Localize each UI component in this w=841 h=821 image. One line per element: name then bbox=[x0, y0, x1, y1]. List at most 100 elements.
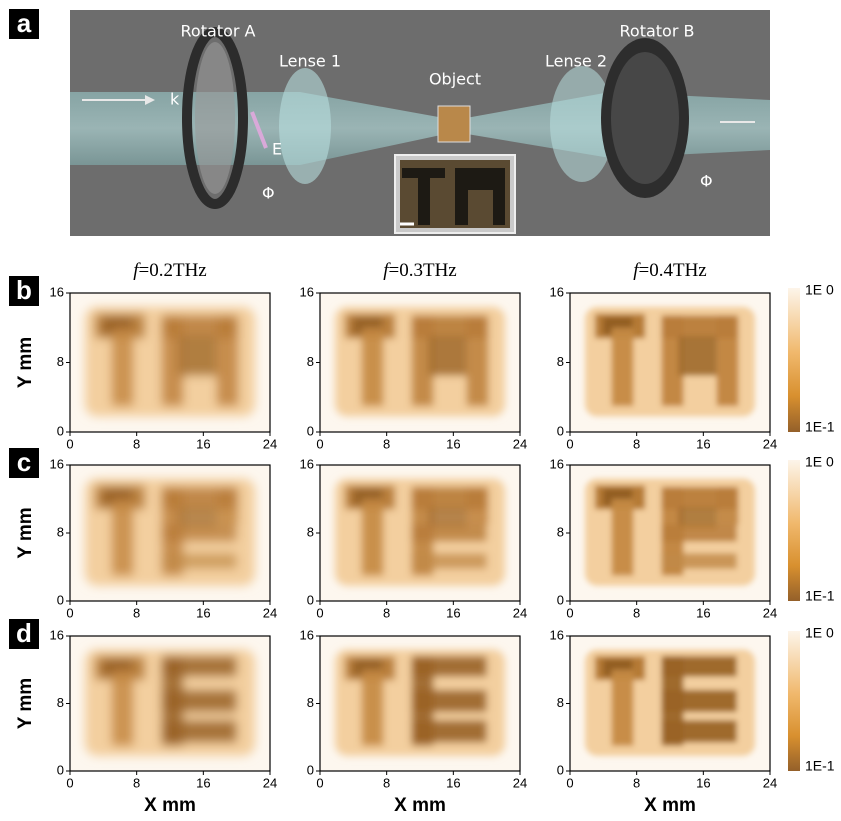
row-label: c bbox=[17, 447, 31, 477]
x-tick-label: 16 bbox=[696, 436, 710, 451]
heatmap bbox=[570, 636, 770, 771]
x-tick-label: 24 bbox=[763, 775, 777, 790]
heatmap bbox=[570, 293, 770, 432]
heatmap-feature bbox=[162, 525, 237, 542]
y-tick-label: 16 bbox=[550, 456, 564, 471]
x-tick-label: 8 bbox=[383, 775, 390, 790]
x-axis-label: X mm bbox=[144, 795, 196, 816]
x-tick-label: 0 bbox=[566, 775, 573, 790]
y-tick-label: 8 bbox=[557, 695, 564, 710]
heatmap-feature bbox=[362, 670, 384, 746]
y-axis-label: Y mm bbox=[15, 507, 36, 558]
y-tick-label: 8 bbox=[307, 524, 314, 539]
heatmap-feature bbox=[412, 690, 487, 712]
x-tick-label: 0 bbox=[316, 775, 323, 790]
object bbox=[438, 106, 470, 142]
x-tick-label: 16 bbox=[446, 605, 460, 620]
heatmap-image bbox=[585, 307, 755, 416]
heatmap-feature bbox=[662, 525, 737, 542]
frequency-value: =0.3THz bbox=[389, 260, 457, 281]
x-tick-label: 8 bbox=[133, 605, 140, 620]
x-tick-label: 24 bbox=[263, 775, 277, 790]
y-tick-label: 16 bbox=[50, 284, 64, 299]
lens-2-label: Lense 2 bbox=[545, 52, 607, 71]
column-title: f=0.2THz bbox=[133, 260, 207, 281]
y-tick-label: 16 bbox=[550, 627, 564, 642]
panel-label: a bbox=[17, 8, 32, 38]
x-tick-label: 0 bbox=[66, 436, 73, 451]
x-tick-label: 24 bbox=[513, 436, 527, 451]
x-tick-label: 24 bbox=[763, 605, 777, 620]
column-title: f=0.3THz bbox=[383, 260, 457, 281]
x-tick-label: 24 bbox=[263, 436, 277, 451]
y-tick-label: 8 bbox=[57, 695, 64, 710]
schematic: Rotator A Lense 1 Object Lense 2 Rotator… bbox=[70, 10, 770, 236]
heatmap-feature bbox=[178, 336, 216, 375]
heatmap-image bbox=[85, 307, 255, 416]
y-axis-label: Y mm bbox=[15, 678, 36, 729]
heatmap bbox=[320, 293, 520, 432]
heatmap bbox=[70, 636, 270, 771]
y-tick-label: 16 bbox=[300, 456, 314, 471]
y-tick-label: 0 bbox=[307, 762, 314, 777]
k-label: k bbox=[170, 90, 180, 109]
rotator-b-grating bbox=[611, 52, 679, 184]
x-tick-label: 0 bbox=[566, 436, 573, 451]
y-tick-label: 16 bbox=[50, 456, 64, 471]
y-tick-label: 0 bbox=[307, 592, 314, 607]
y-tick-label: 16 bbox=[50, 627, 64, 642]
x-tick-label: 24 bbox=[263, 605, 277, 620]
e-label: E bbox=[272, 140, 282, 159]
heatmap-feature bbox=[412, 316, 487, 339]
colorbar bbox=[788, 460, 800, 601]
figure: Rotator A Lense 1 Object Lense 2 Rotator… bbox=[0, 0, 841, 821]
rotator-a-label: Rotator A bbox=[181, 22, 256, 41]
x-tick-label: 16 bbox=[196, 775, 210, 790]
heatmap-image bbox=[585, 479, 755, 586]
heatmap-feature bbox=[662, 553, 737, 568]
x-axis-label: X mm bbox=[394, 795, 446, 816]
heatmap bbox=[570, 465, 770, 601]
heatmap-feature bbox=[112, 499, 134, 576]
heatmap-image bbox=[85, 650, 255, 756]
column-title: f=0.4THz bbox=[633, 260, 707, 281]
phi-a-label: Φ bbox=[262, 184, 275, 203]
x-tick-label: 0 bbox=[316, 436, 323, 451]
x-tick-label: 8 bbox=[133, 436, 140, 451]
y-tick-label: 8 bbox=[557, 354, 564, 369]
y-tick-label: 0 bbox=[557, 592, 564, 607]
x-tick-label: 16 bbox=[446, 436, 460, 451]
x-tick-label: 0 bbox=[316, 605, 323, 620]
heatmap-feature bbox=[612, 328, 634, 406]
heatmap-feature bbox=[662, 487, 737, 509]
heatmap-feature bbox=[162, 553, 237, 568]
x-tick-label: 16 bbox=[696, 775, 710, 790]
colorbar-max: 1E 0 bbox=[805, 625, 834, 641]
heatmap bbox=[70, 465, 270, 601]
lens-1 bbox=[279, 68, 331, 184]
heatmap-image bbox=[585, 650, 755, 756]
lens-1-label: Lense 1 bbox=[279, 52, 341, 71]
row-label: d bbox=[16, 618, 32, 648]
heatmap bbox=[320, 465, 520, 601]
colorbar-max: 1E 0 bbox=[805, 454, 834, 470]
colorbar bbox=[788, 288, 800, 432]
frequency-value: =0.4THz bbox=[639, 260, 707, 281]
heatmap-feature bbox=[412, 656, 487, 676]
heatmap-feature bbox=[412, 525, 487, 542]
heatmap-feature bbox=[612, 499, 634, 576]
y-tick-label: 0 bbox=[57, 592, 64, 607]
x-tick-label: 8 bbox=[383, 605, 390, 620]
x-tick-label: 8 bbox=[633, 605, 640, 620]
x-tick-label: 0 bbox=[66, 775, 73, 790]
heatmap-feature bbox=[412, 720, 487, 742]
heatmap-feature bbox=[662, 720, 737, 742]
heatmap-feature bbox=[162, 720, 237, 742]
heatmap-image bbox=[335, 650, 505, 756]
y-tick-label: 0 bbox=[557, 762, 564, 777]
heatmap-feature bbox=[112, 670, 134, 746]
x-tick-label: 8 bbox=[383, 436, 390, 451]
heatmap-feature bbox=[162, 656, 237, 676]
y-tick-label: 8 bbox=[557, 524, 564, 539]
y-tick-label: 8 bbox=[57, 354, 64, 369]
